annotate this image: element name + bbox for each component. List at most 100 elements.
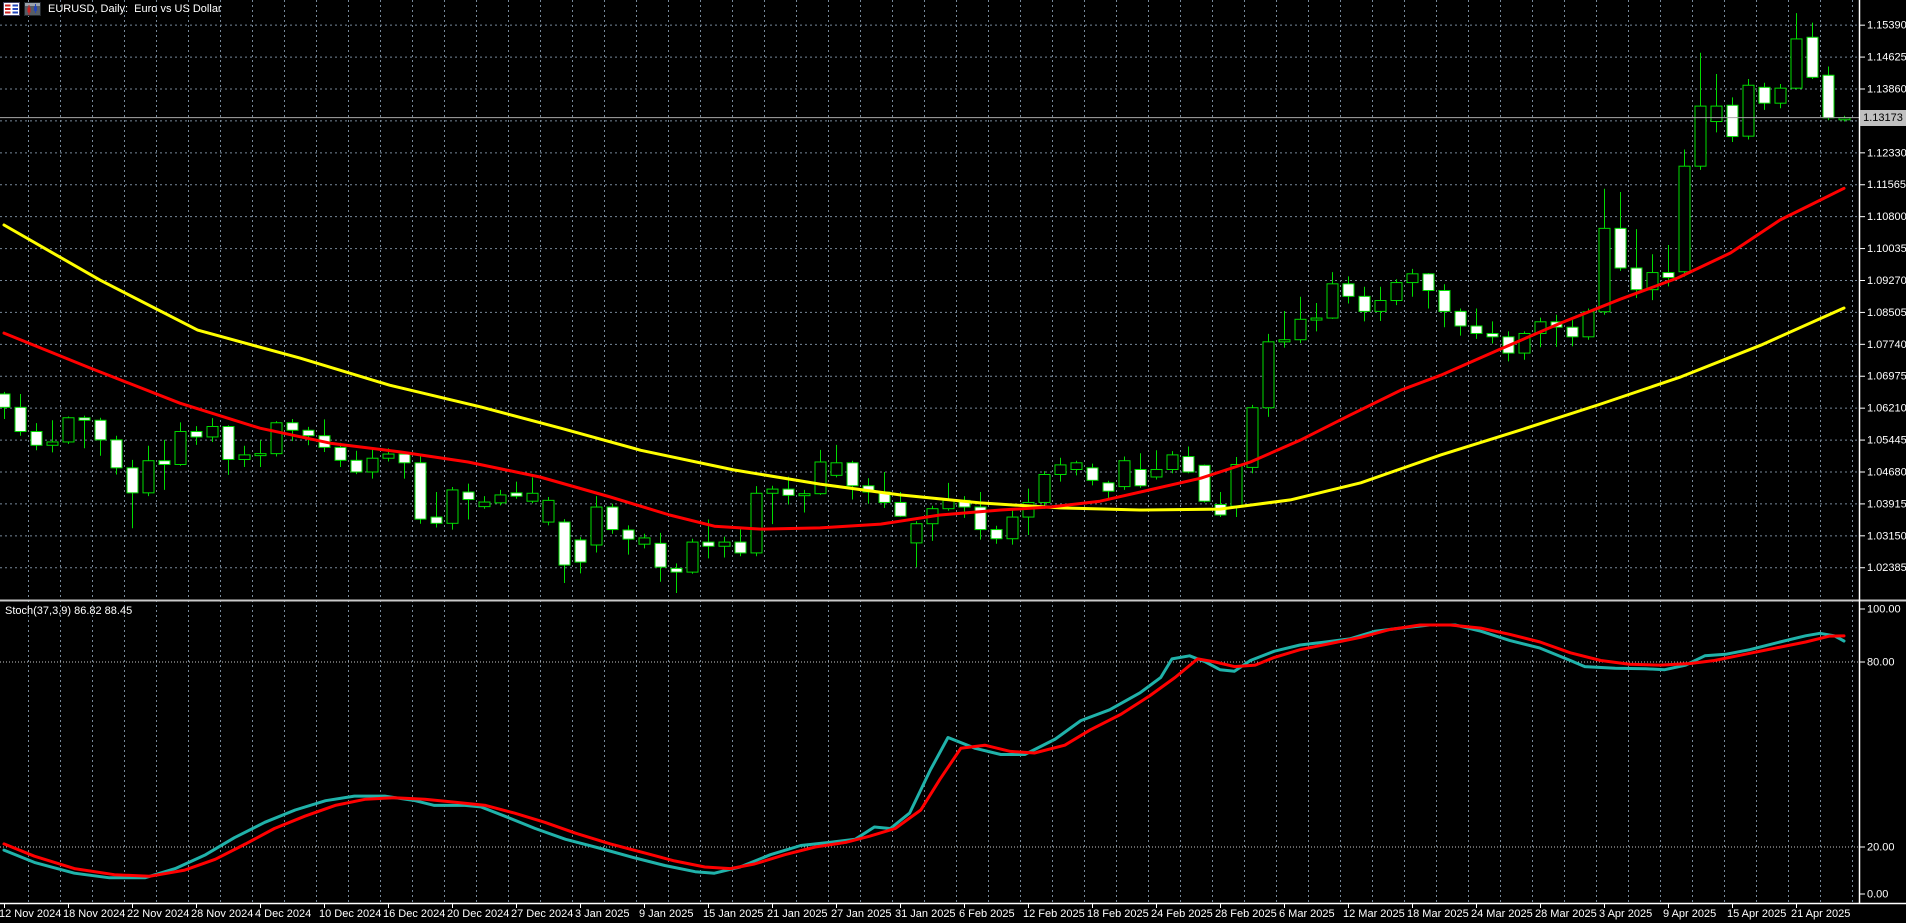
- bear-candle: [126, 467, 139, 494]
- quotes-list-icon: [3, 2, 20, 16]
- bull-candle: [1406, 273, 1419, 284]
- bear-candle: [222, 426, 235, 460]
- bull-candle: [382, 453, 395, 459]
- svg-text:1.06210: 1.06210: [1867, 403, 1906, 415]
- chart-title-bar: EURUSD, Daily: Euro vs US Dollar: [3, 2, 222, 16]
- bear-candle: [1726, 104, 1739, 138]
- svg-text:3 Apr 2025: 3 Apr 2025: [1599, 908, 1652, 920]
- bull-candle: [1390, 282, 1403, 302]
- svg-text:1.03915: 1.03915: [1867, 498, 1906, 510]
- svg-text:6 Mar 2025: 6 Mar 2025: [1279, 908, 1335, 920]
- bull-candle: [142, 460, 155, 494]
- svg-text:24 Feb 2025: 24 Feb 2025: [1151, 908, 1213, 920]
- bull-candle: [446, 489, 459, 524]
- bull-candle: [478, 501, 491, 508]
- stoch-signal-line: [2, 623, 1846, 878]
- bear-candle: [334, 446, 347, 461]
- bull-candle: [494, 494, 507, 504]
- time-axis[interactable]: [0, 903, 1906, 923]
- time-axis-labels: 12 Nov 2024 18 Nov 2024 22 Nov 2024 28 Nov …: [0, 903, 1850, 920]
- bull-candle: [718, 541, 731, 547]
- bull-candle: [750, 492, 763, 554]
- bull-candle: [1246, 407, 1259, 468]
- bull-candle: [1038, 473, 1051, 503]
- svg-text:1.06975: 1.06975: [1867, 371, 1906, 383]
- bear-candle: [606, 506, 619, 531]
- svg-text:1.12330: 1.12330: [1867, 147, 1906, 159]
- bear-candle: [1198, 464, 1211, 502]
- bear-candle: [846, 462, 859, 487]
- bull-candle: [798, 493, 811, 497]
- bull-candle: [1518, 332, 1531, 354]
- bull-candle: [1006, 516, 1019, 540]
- candle-chart-icon: [24, 2, 41, 16]
- bear-candle: [734, 541, 747, 554]
- bear-candle: [1086, 467, 1099, 481]
- bear-candle: [430, 516, 443, 524]
- bear-candle: [894, 501, 907, 517]
- svg-text:1.10800: 1.10800: [1867, 211, 1906, 223]
- svg-text:16 Dec 2024: 16 Dec 2024: [383, 908, 445, 920]
- main-chart-area[interactable]: [0, 0, 1859, 601]
- bull-candle: [1374, 300, 1387, 312]
- bear-candle: [1630, 267, 1643, 291]
- bull-candle: [174, 431, 187, 465]
- svg-text:1.10035: 1.10035: [1867, 243, 1906, 255]
- svg-text:18 Nov 2024: 18 Nov 2024: [63, 908, 125, 920]
- bear-candle: [510, 492, 523, 497]
- bull-candle: [1054, 464, 1067, 475]
- stochastic-indicator-label: Stoch(37,3,9) 86.82 88.45: [5, 605, 133, 617]
- price-axis[interactable]: [1859, 0, 1906, 903]
- bear-candle: [350, 459, 363, 473]
- bull-candle: [590, 506, 603, 546]
- bear-candle: [94, 419, 107, 441]
- svg-text:18 Feb 2025: 18 Feb 2025: [1087, 908, 1149, 920]
- bear-candle: [670, 567, 683, 573]
- bear-candle: [1358, 295, 1371, 312]
- bear-candle: [1806, 36, 1819, 78]
- bull-candle: [1790, 38, 1803, 89]
- svg-text:28 Nov 2024: 28 Nov 2024: [191, 908, 253, 920]
- bull-candle: [526, 492, 539, 502]
- svg-text:24 Mar 2025: 24 Mar 2025: [1471, 908, 1533, 920]
- svg-text:12 Mar 2025: 12 Mar 2025: [1343, 908, 1405, 920]
- bear-candle: [462, 491, 475, 501]
- bull-candle: [766, 488, 779, 494]
- bear-candle: [558, 521, 571, 566]
- svg-text:1.02385: 1.02385: [1867, 562, 1906, 574]
- stoch-pane-area[interactable]: [0, 603, 1859, 903]
- bear-candle: [974, 506, 987, 531]
- bear-candle: [782, 488, 795, 496]
- bear-candle: [1758, 86, 1771, 104]
- svg-text:9 Jan 2025: 9 Jan 2025: [639, 908, 693, 920]
- svg-text:1.05445: 1.05445: [1867, 435, 1906, 447]
- bear-candle: [654, 542, 667, 568]
- svg-text:20.00: 20.00: [1867, 841, 1895, 853]
- svg-text:6 Feb 2025: 6 Feb 2025: [959, 908, 1015, 920]
- pane-separator-handle[interactable]: [0, 598, 1859, 604]
- svg-text:1.08505: 1.08505: [1867, 307, 1906, 319]
- bull-candle: [1774, 87, 1787, 104]
- bear-candle: [158, 460, 171, 465]
- bear-candle: [1454, 310, 1467, 327]
- bear-candle: [1182, 456, 1195, 473]
- svg-text:80.00: 80.00: [1867, 657, 1895, 669]
- ma-slow-line: [2, 223, 1846, 512]
- svg-text:1.15390: 1.15390: [1867, 20, 1906, 32]
- svg-text:1.03150: 1.03150: [1867, 530, 1906, 542]
- svg-text:0.00: 0.00: [1867, 889, 1888, 901]
- bull-candle: [1166, 454, 1179, 470]
- svg-text:1.11565: 1.11565: [1867, 179, 1906, 191]
- bear-candle: [302, 429, 315, 437]
- bull-candle: [910, 523, 923, 544]
- svg-text:10 Dec 2024: 10 Dec 2024: [319, 908, 381, 920]
- bull-candle: [366, 457, 379, 473]
- svg-text:12 Feb 2025: 12 Feb 2025: [1023, 908, 1085, 920]
- bull-candle: [238, 454, 251, 460]
- svg-text:21 Apr 2025: 21 Apr 2025: [1791, 908, 1850, 920]
- svg-text:21 Jan 2025: 21 Jan 2025: [767, 908, 828, 920]
- grid: [0, 0, 1859, 903]
- bear-candle: [1614, 227, 1627, 269]
